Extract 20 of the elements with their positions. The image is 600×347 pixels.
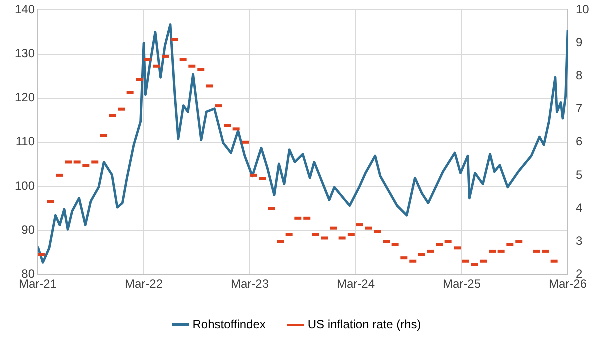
x-tick-label: Mar-23 [230, 277, 270, 292]
y2-tick-label: 7 [576, 102, 583, 116]
x-tick-label: Mar-24 [336, 277, 376, 292]
legend-label: US inflation rate (rhs) [308, 317, 422, 332]
y2-tick-label: 6 [576, 134, 583, 149]
y-tick-label: 110 [16, 134, 36, 149]
y2-tick-label: 8 [576, 68, 583, 83]
y2-tick-label: 9 [576, 36, 583, 50]
y-tick-label: 90 [22, 222, 36, 237]
y-tick-label: 120 [14, 90, 36, 105]
y2-tick-label: 5 [576, 168, 583, 182]
y2-tick-label: 10 [576, 2, 590, 17]
x-tick-label: Mar-25 [442, 277, 482, 292]
y-tick-label: 130 [14, 46, 36, 61]
y-tick-label: 140 [14, 2, 36, 17]
y-tick-label: 100 [14, 178, 36, 193]
y2-tick-label: 4 [576, 200, 583, 215]
y2-tick-label: 3 [576, 234, 583, 248]
x-tick-label: Mar-22 [124, 277, 164, 292]
legend-label: Rohstoffindex [192, 317, 266, 332]
